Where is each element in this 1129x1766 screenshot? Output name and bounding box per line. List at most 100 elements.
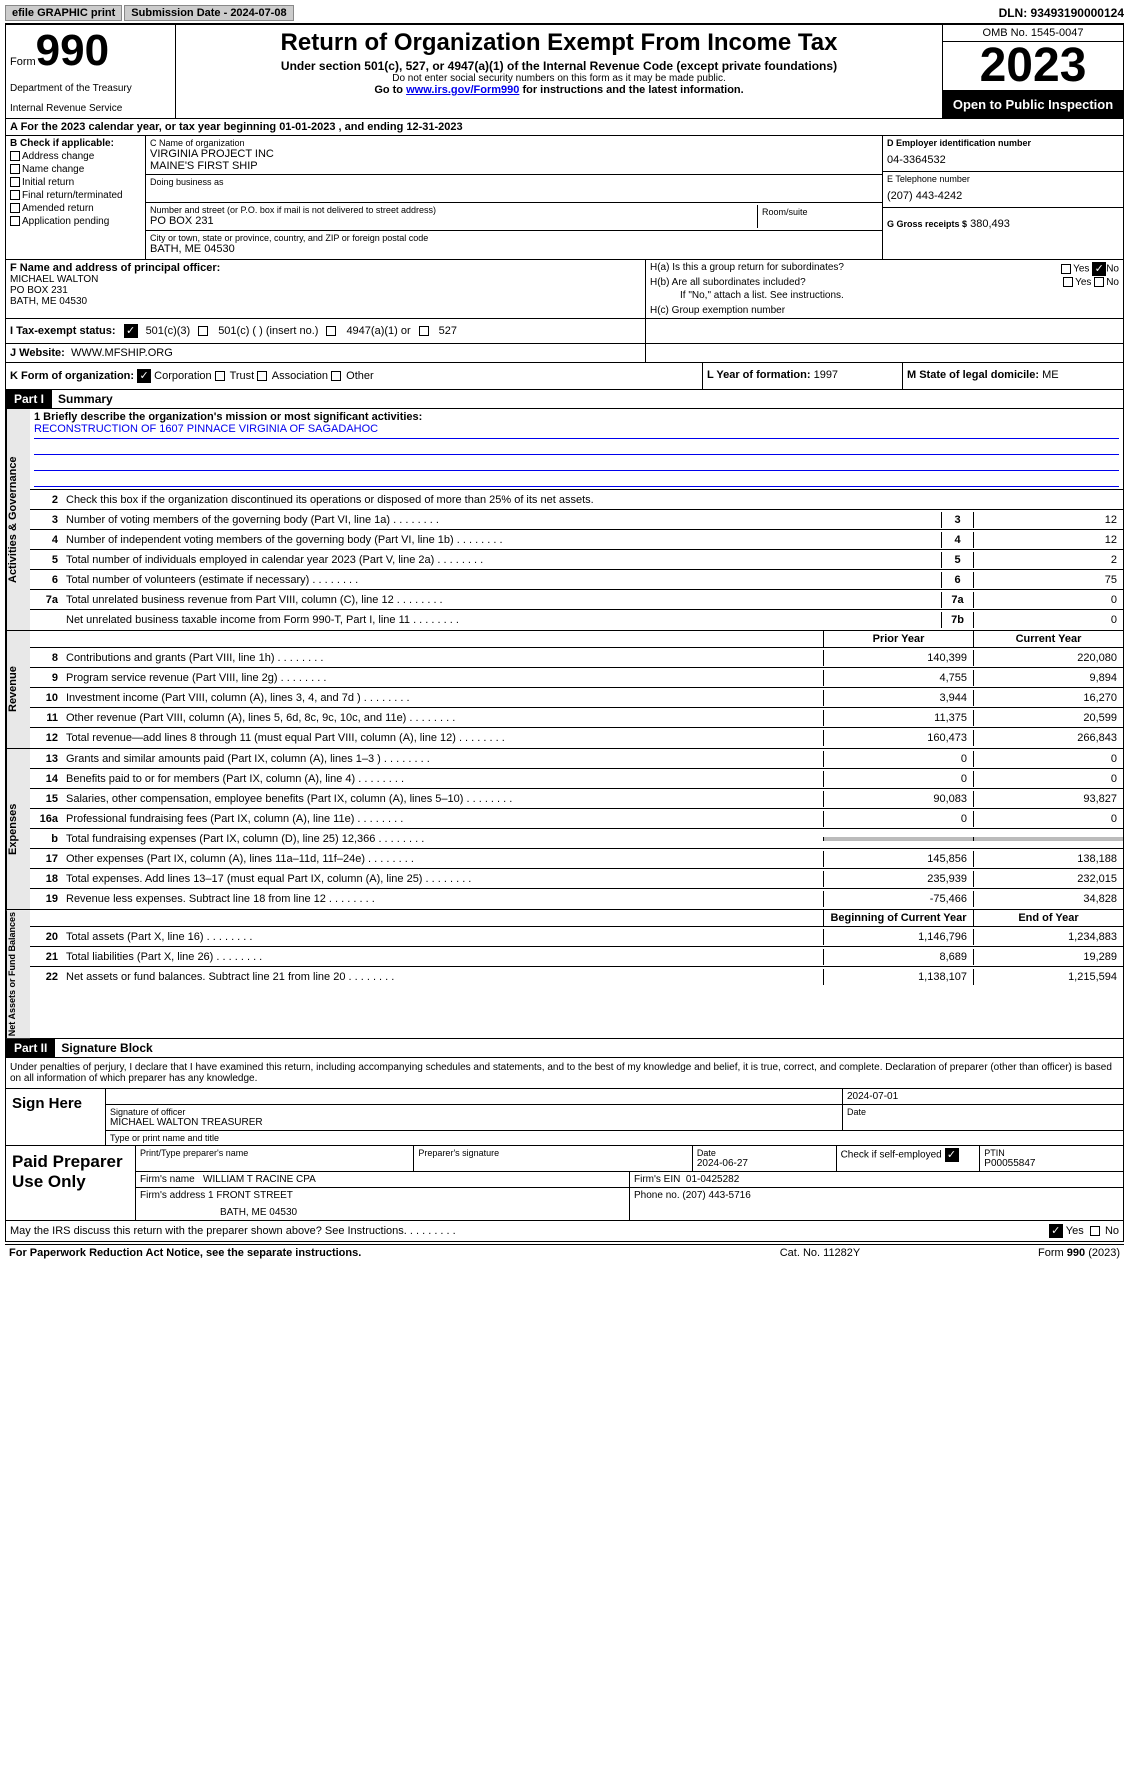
gross-receipts: 380,493 — [970, 218, 1010, 230]
table-row: 14 Benefits paid to or for members (Part… — [30, 769, 1123, 789]
officer-signature: MICHAEL WALTON TREASURER — [110, 1117, 838, 1128]
form-word: Form — [10, 56, 36, 68]
line-2: Check this box if the organization disco… — [62, 492, 1123, 508]
tab-net-assets: Net Assets or Fund Balances — [6, 910, 30, 1038]
check-address-change[interactable] — [10, 151, 20, 161]
check-4947[interactable] — [326, 326, 336, 336]
check-initial-return[interactable] — [10, 177, 20, 187]
sig-date: 2024-07-01 — [847, 1091, 898, 1102]
discuss-no[interactable] — [1090, 1226, 1100, 1236]
box-f: F Name and address of principal officer:… — [6, 260, 646, 318]
table-row: 20 Total assets (Part X, line 16) 1,146,… — [30, 927, 1123, 947]
table-row: 21 Total liabilities (Part X, line 26) 8… — [30, 947, 1123, 967]
dept-treasury: Department of the Treasury — [10, 83, 171, 94]
check-trust[interactable] — [215, 371, 225, 381]
form-header: Form990 Department of the Treasury Inter… — [5, 24, 1124, 119]
officer-name: MICHAEL WALTON — [10, 274, 641, 285]
box-c: C Name of organization VIRGINIA PROJECT … — [146, 136, 883, 259]
efile-button[interactable]: efile GRAPHIC print — [5, 5, 122, 21]
ssn-note: Do not enter social security numbers on … — [180, 73, 938, 84]
firm-ein: 01-0425282 — [686, 1174, 739, 1185]
table-row: 8 Contributions and grants (Part VIII, l… — [30, 648, 1123, 668]
hb-yes[interactable] — [1063, 277, 1073, 287]
ptin: P00055847 — [984, 1158, 1119, 1169]
officer-addr2: BATH, ME 04530 — [10, 296, 641, 307]
irs: Internal Revenue Service — [10, 103, 171, 114]
row-i-label: I Tax-exempt status: — [10, 325, 116, 337]
year-formation: 1997 — [814, 369, 838, 381]
box-d: D Employer identification number 04-3364… — [883, 136, 1123, 259]
org-name-1: VIRGINIA PROJECT INC — [150, 148, 878, 160]
firm-phone: (207) 443-5716 — [682, 1190, 750, 1201]
table-row: 11 Other revenue (Part VIII, column (A),… — [30, 708, 1123, 728]
table-row: 5 Total number of individuals employed i… — [30, 550, 1123, 570]
table-row: 18 Total expenses. Add lines 13–17 (must… — [30, 869, 1123, 889]
check-self-employed[interactable]: ✓ — [945, 1148, 959, 1162]
form-title: Return of Organization Exempt From Incom… — [180, 29, 938, 57]
open-public: Open to Public Inspection — [943, 91, 1123, 118]
firm-name: WILLIAM T RACINE CPA — [203, 1174, 316, 1185]
ha-yes[interactable] — [1061, 264, 1071, 274]
cat-no: Cat. No. 11282Y — [720, 1247, 920, 1259]
table-row: Net unrelated business taxable income fr… — [30, 610, 1123, 630]
box-b: B Check if applicable: Address change Na… — [6, 136, 146, 259]
sign-here-label: Sign Here — [6, 1089, 106, 1145]
street-address: PO BOX 231 — [150, 215, 757, 227]
table-row: 13 Grants and similar amounts paid (Part… — [30, 749, 1123, 769]
row-a-period: A For the 2023 calendar year, or tax yea… — [5, 119, 1124, 136]
check-final-return[interactable] — [10, 190, 20, 200]
top-bar: efile GRAPHIC print Submission Date - 20… — [5, 5, 1124, 24]
perjury-statement: Under penalties of perjury, I declare th… — [5, 1058, 1124, 1089]
firm-addr2: BATH, ME 04530 — [140, 1201, 625, 1218]
check-other[interactable] — [331, 371, 341, 381]
hb-no[interactable] — [1094, 277, 1104, 287]
table-row: 15 Salaries, other compensation, employe… — [30, 789, 1123, 809]
discuss-text: May the IRS discuss this return with the… — [10, 1225, 456, 1237]
check-corp[interactable]: ✓ — [137, 369, 151, 383]
form-subtitle: Under section 501(c), 527, or 4947(a)(1)… — [180, 59, 938, 73]
table-row: 10 Investment income (Part VIII, column … — [30, 688, 1123, 708]
dln: DLN: 93493190000124 — [999, 6, 1124, 20]
mission-text: RECONSTRUCTION OF 1607 PINNACE VIRGINIA … — [34, 423, 1119, 439]
tab-expenses: Expenses — [6, 749, 30, 909]
table-row: 6 Total number of volunteers (estimate i… — [30, 570, 1123, 590]
table-row: 19 Revenue less expenses. Subtract line … — [30, 889, 1123, 909]
table-row: 3 Number of voting members of the govern… — [30, 510, 1123, 530]
state-domicile: ME — [1042, 369, 1059, 381]
tax-year: 2023 — [943, 42, 1123, 91]
firm-addr1: 1 FRONT STREET — [208, 1190, 293, 1201]
form-ref: Form 990 (2023) — [920, 1247, 1120, 1259]
table-row: 22 Net assets or fund balances. Subtract… — [30, 967, 1123, 987]
org-name-2: MAINE'S FIRST SHIP — [150, 160, 878, 172]
irs-link[interactable]: www.irs.gov/Form990 — [406, 84, 519, 96]
tab-activities-governance: Activities & Governance — [6, 409, 30, 630]
check-501c[interactable] — [198, 326, 208, 336]
table-row: 17 Other expenses (Part IX, column (A), … — [30, 849, 1123, 869]
check-amended[interactable] — [10, 203, 20, 213]
tab-revenue: Revenue — [6, 631, 30, 748]
table-row: 7a Total unrelated business revenue from… — [30, 590, 1123, 610]
officer-addr1: PO BOX 231 — [10, 285, 641, 296]
check-name-change[interactable] — [10, 164, 20, 174]
box-h: H(a) Is this a group return for subordin… — [646, 260, 1123, 318]
goto-note: Go to www.irs.gov/Form990 for instructio… — [180, 84, 938, 96]
part-i-header: Part I — [6, 390, 52, 408]
check-app-pending[interactable] — [10, 216, 20, 226]
ha-no[interactable]: ✓ — [1092, 262, 1106, 276]
check-assoc[interactable] — [257, 371, 267, 381]
phone: (207) 443-4242 — [887, 184, 1119, 202]
pra-notice: For Paperwork Reduction Act Notice, see … — [9, 1247, 720, 1259]
part-ii-header: Part II — [6, 1039, 55, 1057]
table-row: 9 Program service revenue (Part VIII, li… — [30, 668, 1123, 688]
discuss-yes[interactable]: ✓ — [1049, 1224, 1063, 1238]
table-row: 12 Total revenue—add lines 8 through 11 … — [30, 728, 1123, 748]
check-527[interactable] — [419, 326, 429, 336]
prep-date: 2024-06-27 — [697, 1158, 832, 1169]
table-row: 16a Professional fundraising fees (Part … — [30, 809, 1123, 829]
table-row: 4 Number of independent voting members o… — [30, 530, 1123, 550]
ein: 04-3364532 — [887, 148, 1119, 166]
form-number: 990 — [36, 26, 109, 75]
check-501c3[interactable]: ✓ — [124, 324, 138, 338]
table-row: b Total fundraising expenses (Part IX, c… — [30, 829, 1123, 849]
city-state-zip: BATH, ME 04530 — [150, 243, 878, 255]
